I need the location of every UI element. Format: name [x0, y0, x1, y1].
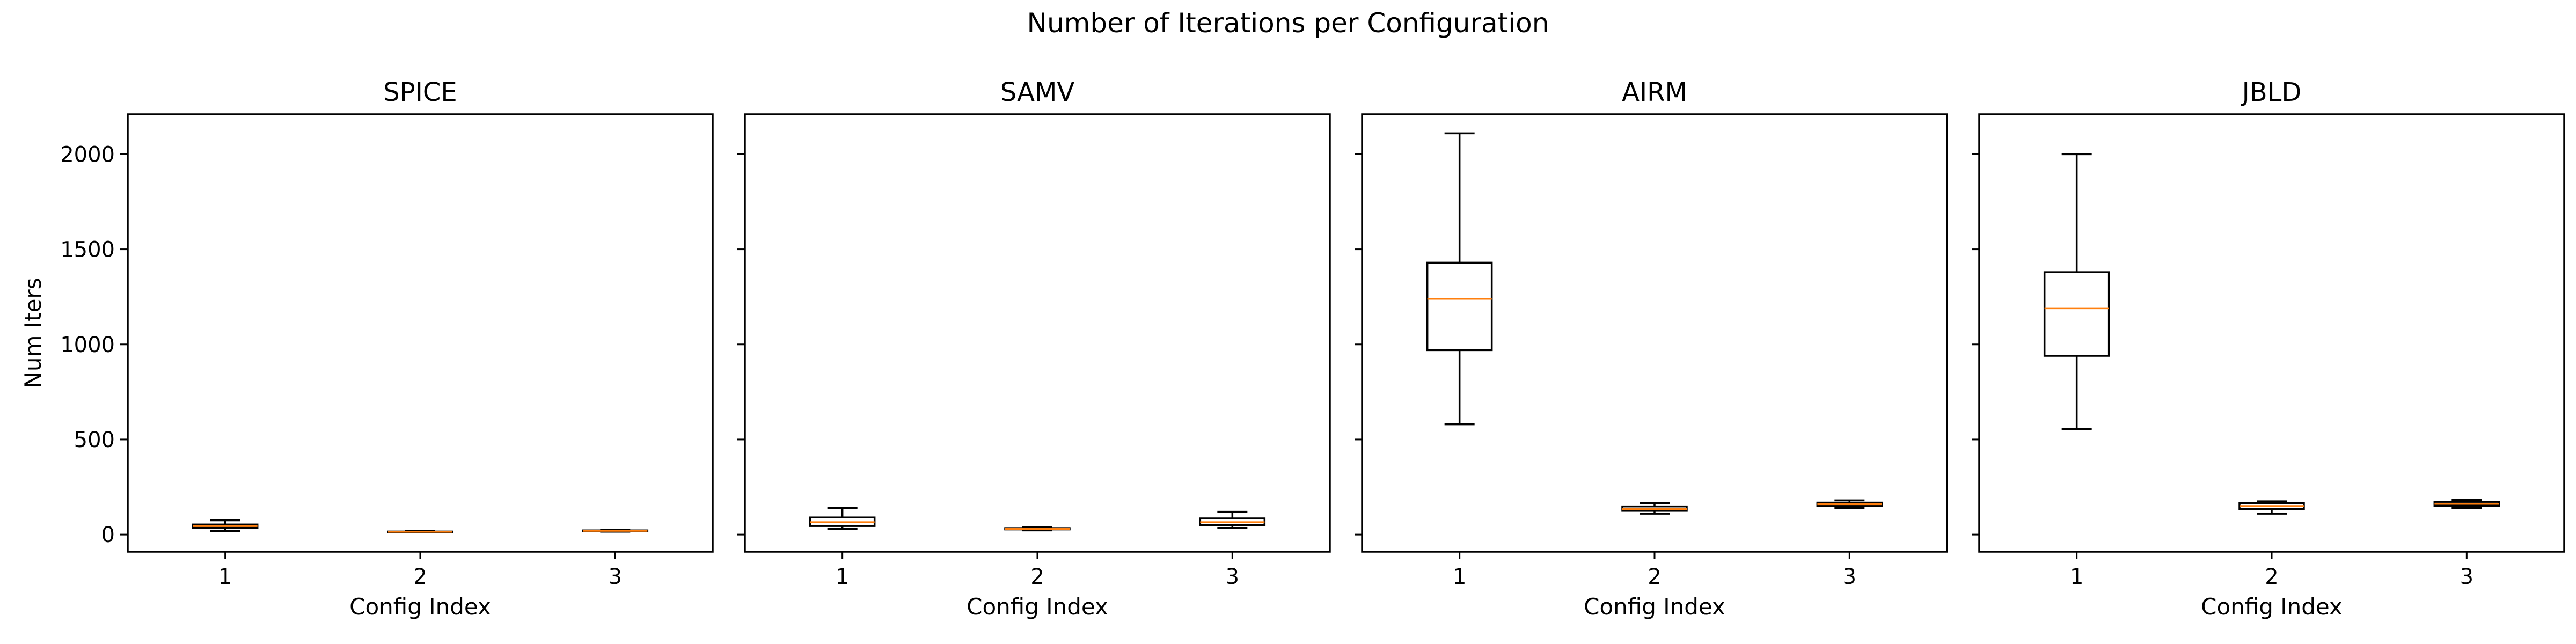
y-tick-label: 1000	[60, 333, 115, 357]
y-axis-label: Num Iters	[20, 277, 46, 388]
subplot-airm: AIRM 1 2 3 Config Index	[1355, 77, 1948, 620]
box-1	[2043, 153, 2110, 430]
x-tick-label: 2	[1030, 565, 1044, 589]
x-tick-label: 3	[609, 565, 622, 589]
x-axis-label: Config Index	[349, 594, 491, 620]
x-tick-label: 1	[836, 565, 849, 589]
x-axis-label: Config Index	[967, 594, 1108, 620]
box-2	[387, 530, 453, 533]
y-tick-label: 500	[74, 428, 115, 452]
x-tick-label: 3	[1843, 565, 1856, 589]
subplot-title: SAMV	[1000, 77, 1075, 107]
box-2	[1621, 502, 1688, 515]
subplot-samv: SAMV 1 2 3 Config Index	[737, 77, 1331, 620]
x-axis-label: Config Index	[2201, 594, 2343, 620]
subplot-title: JBLD	[2241, 77, 2302, 107]
x-tick-label: 2	[413, 565, 427, 589]
x-tick-label: 1	[218, 565, 232, 589]
box-iqr	[1426, 261, 1493, 352]
box-1	[192, 519, 259, 532]
subplot-jbld: JBLD 1 2 3 Config Index	[1972, 77, 2565, 620]
y-tick-label: 0	[101, 523, 115, 547]
box-2	[2238, 500, 2305, 515]
box-1	[1426, 132, 1493, 426]
box-3	[1816, 499, 1883, 509]
x-tick-label: 2	[2265, 565, 2278, 589]
y-tick-label: 2000	[60, 142, 115, 167]
box-1	[809, 507, 876, 530]
x-tick-label: 3	[1226, 565, 1239, 589]
box-2	[1004, 526, 1071, 532]
x-tick-label: 1	[2070, 565, 2083, 589]
subplot-title: AIRM	[1622, 77, 1687, 107]
x-axis-label: Config Index	[1584, 594, 1725, 620]
axes-frame	[127, 113, 714, 553]
subplot-panels: SPICE 0 500 1000 1500 2000 1 2 3 Config Index Num …	[20, 77, 2565, 620]
x-tick-label: 1	[1453, 565, 1466, 589]
y-tick-label: 1500	[60, 238, 115, 262]
box-3	[582, 529, 649, 533]
axes-frame	[744, 113, 1331, 553]
subplot-spice: SPICE 0 500 1000 1500 2000 1 2 3 Config Index Num …	[20, 77, 714, 620]
figure-title: Number of Iterations per Configuration	[1027, 8, 1549, 39]
box-3	[2433, 499, 2500, 509]
x-tick-label: 2	[1648, 565, 1661, 589]
axes-frame	[1978, 113, 2565, 553]
subplot-title: SPICE	[383, 77, 457, 107]
box-iqr	[2043, 271, 2110, 357]
x-tick-label: 3	[2460, 565, 2473, 589]
axes-frame	[1361, 113, 1948, 553]
box-3	[1199, 510, 1266, 529]
